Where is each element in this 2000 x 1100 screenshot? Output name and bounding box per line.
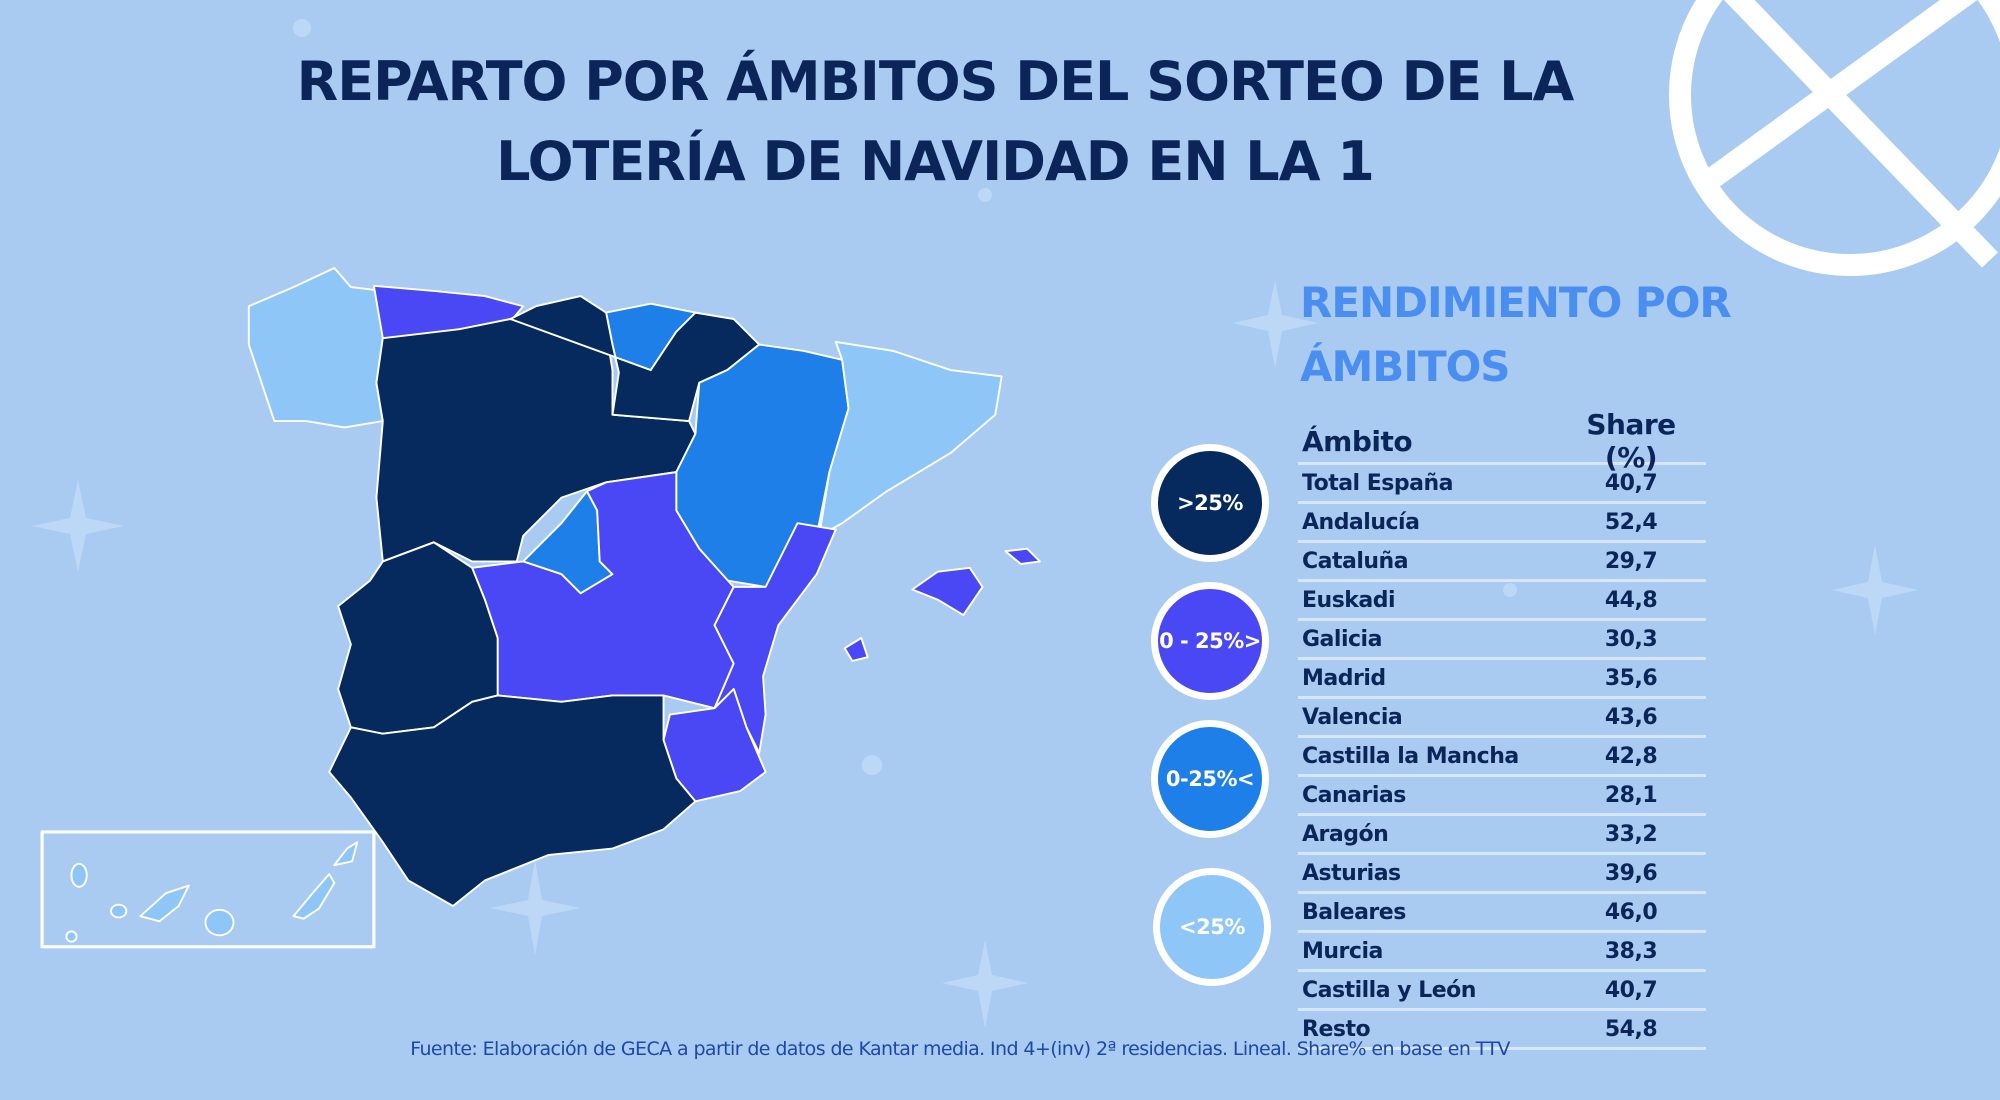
- region-valencia: [713, 522, 837, 754]
- region-baleares: [911, 566, 984, 616]
- region-baleares-menorca: [1004, 547, 1041, 565]
- table-row: Asturias 39,6: [1298, 855, 1706, 894]
- row-share: 40,7: [1604, 470, 1658, 496]
- table-row: Resto 54,8: [1298, 1011, 1706, 1050]
- table-header: Ámbito Share (%): [1298, 408, 1706, 474]
- row-share: 28,1: [1604, 782, 1658, 808]
- row-ambito: Canarias: [1302, 782, 1406, 808]
- table-row: Murcia 38,3: [1298, 933, 1706, 972]
- row-ambito: Murcia: [1302, 938, 1383, 964]
- region-andalucia: [328, 694, 697, 907]
- legend-label: <25%: [1179, 915, 1245, 939]
- row-ambito: Castilla la Mancha: [1302, 743, 1519, 769]
- share-table: Ámbito Share (%) Total España 40,7 Andaluc…: [1298, 408, 1706, 1050]
- legend-circle-gt25: >25%: [1151, 444, 1269, 562]
- row-ambito: Castilla y León: [1302, 977, 1476, 1003]
- table-row: Aragón 33,2: [1298, 816, 1706, 855]
- sparkle-icon: [1232, 280, 1318, 368]
- table-row: Castilla y León 40,7: [1298, 972, 1706, 1011]
- table-row: Madrid 35,6: [1298, 660, 1706, 699]
- sparkle-icon: [942, 940, 1028, 1028]
- table-row: Total España 40,7: [1298, 465, 1706, 504]
- region-cataluna: [818, 341, 1003, 537]
- row-share: 46,0: [1604, 899, 1658, 925]
- row-ambito: Total España: [1302, 470, 1454, 496]
- decor-dot: [978, 188, 992, 202]
- row-ambito: Cataluña: [1302, 548, 1409, 574]
- legend-circle-0-25-down: 0-25%<: [1151, 720, 1269, 838]
- row-share: 29,7: [1604, 548, 1658, 574]
- legend-label: 0 - 25%>: [1159, 629, 1261, 653]
- row-share: 33,2: [1604, 821, 1658, 847]
- page-title-line1: REPARTO POR ÁMBITOS DEL SORTEO DE LA: [296, 50, 1575, 113]
- sparkle-icon: [490, 860, 580, 955]
- table-row: Andalucía 52,4: [1298, 504, 1706, 543]
- page-title-line2: LOTERÍA DE NAVIDAD EN LA 1: [496, 130, 1375, 193]
- row-ambito: Madrid: [1302, 665, 1386, 691]
- region-galicia: [247, 267, 384, 429]
- row-share: 54,8: [1604, 1016, 1658, 1042]
- table-row: Cataluña 29,7: [1298, 543, 1706, 582]
- table-row: Euskadi 44,8: [1298, 582, 1706, 621]
- decor-dot: [293, 19, 311, 37]
- row-ambito: Asturias: [1302, 860, 1401, 886]
- region-canarias: [65, 841, 359, 943]
- header-ambito: Ámbito: [1302, 424, 1413, 458]
- row-share: 43,6: [1604, 704, 1658, 730]
- row-share: 30,3: [1604, 626, 1658, 652]
- legend-label: 0-25%<: [1165, 767, 1255, 791]
- row-ambito: Euskadi: [1302, 587, 1396, 613]
- row-ambito: Andalucía: [1302, 509, 1420, 535]
- region-baleares-ibiza: [843, 637, 869, 662]
- decor-dot: [1503, 583, 1517, 597]
- table-row: Galicia 30,3: [1298, 621, 1706, 660]
- source-footer: Fuente: Elaboración de GECA a partir de …: [410, 1038, 1510, 1060]
- canarias-inset-box: [40, 830, 376, 949]
- sparkle-icon: [1832, 545, 1918, 635]
- legend-label: >25%: [1177, 491, 1243, 515]
- row-share: 38,3: [1604, 938, 1658, 964]
- row-share: 35,6: [1604, 665, 1658, 691]
- header-share: Share (%): [1586, 408, 1676, 474]
- subtitle-line1: RENDIMIENTO POR: [1300, 278, 1732, 327]
- sparkle-icon: [32, 480, 124, 572]
- row-ambito: Resto: [1302, 1016, 1371, 1042]
- row-ambito: Galicia: [1302, 626, 1382, 652]
- decor-dot: [862, 755, 882, 775]
- legend-circle-lt25: <25%: [1153, 868, 1271, 986]
- row-ambito: Valencia: [1302, 704, 1403, 730]
- table-row: Castilla la Mancha 42,8: [1298, 738, 1706, 777]
- row-share: 39,6: [1604, 860, 1658, 886]
- row-ambito: Aragón: [1302, 821, 1389, 847]
- row-share: 52,4: [1604, 509, 1658, 535]
- table-row: Baleares 46,0: [1298, 894, 1706, 933]
- subtitle-line2: ÁMBITOS: [1300, 342, 1511, 391]
- row-share: 42,8: [1604, 743, 1658, 769]
- row-share: 44,8: [1604, 587, 1658, 613]
- table-row: Valencia 43,6: [1298, 699, 1706, 738]
- row-ambito: Baleares: [1302, 899, 1406, 925]
- row-share: 40,7: [1604, 977, 1658, 1003]
- legend-circle-0-25-up: 0 - 25%>: [1151, 582, 1269, 700]
- table-row: Canarias 28,1: [1298, 777, 1706, 816]
- lottery-ball-logo: [1669, 0, 2000, 276]
